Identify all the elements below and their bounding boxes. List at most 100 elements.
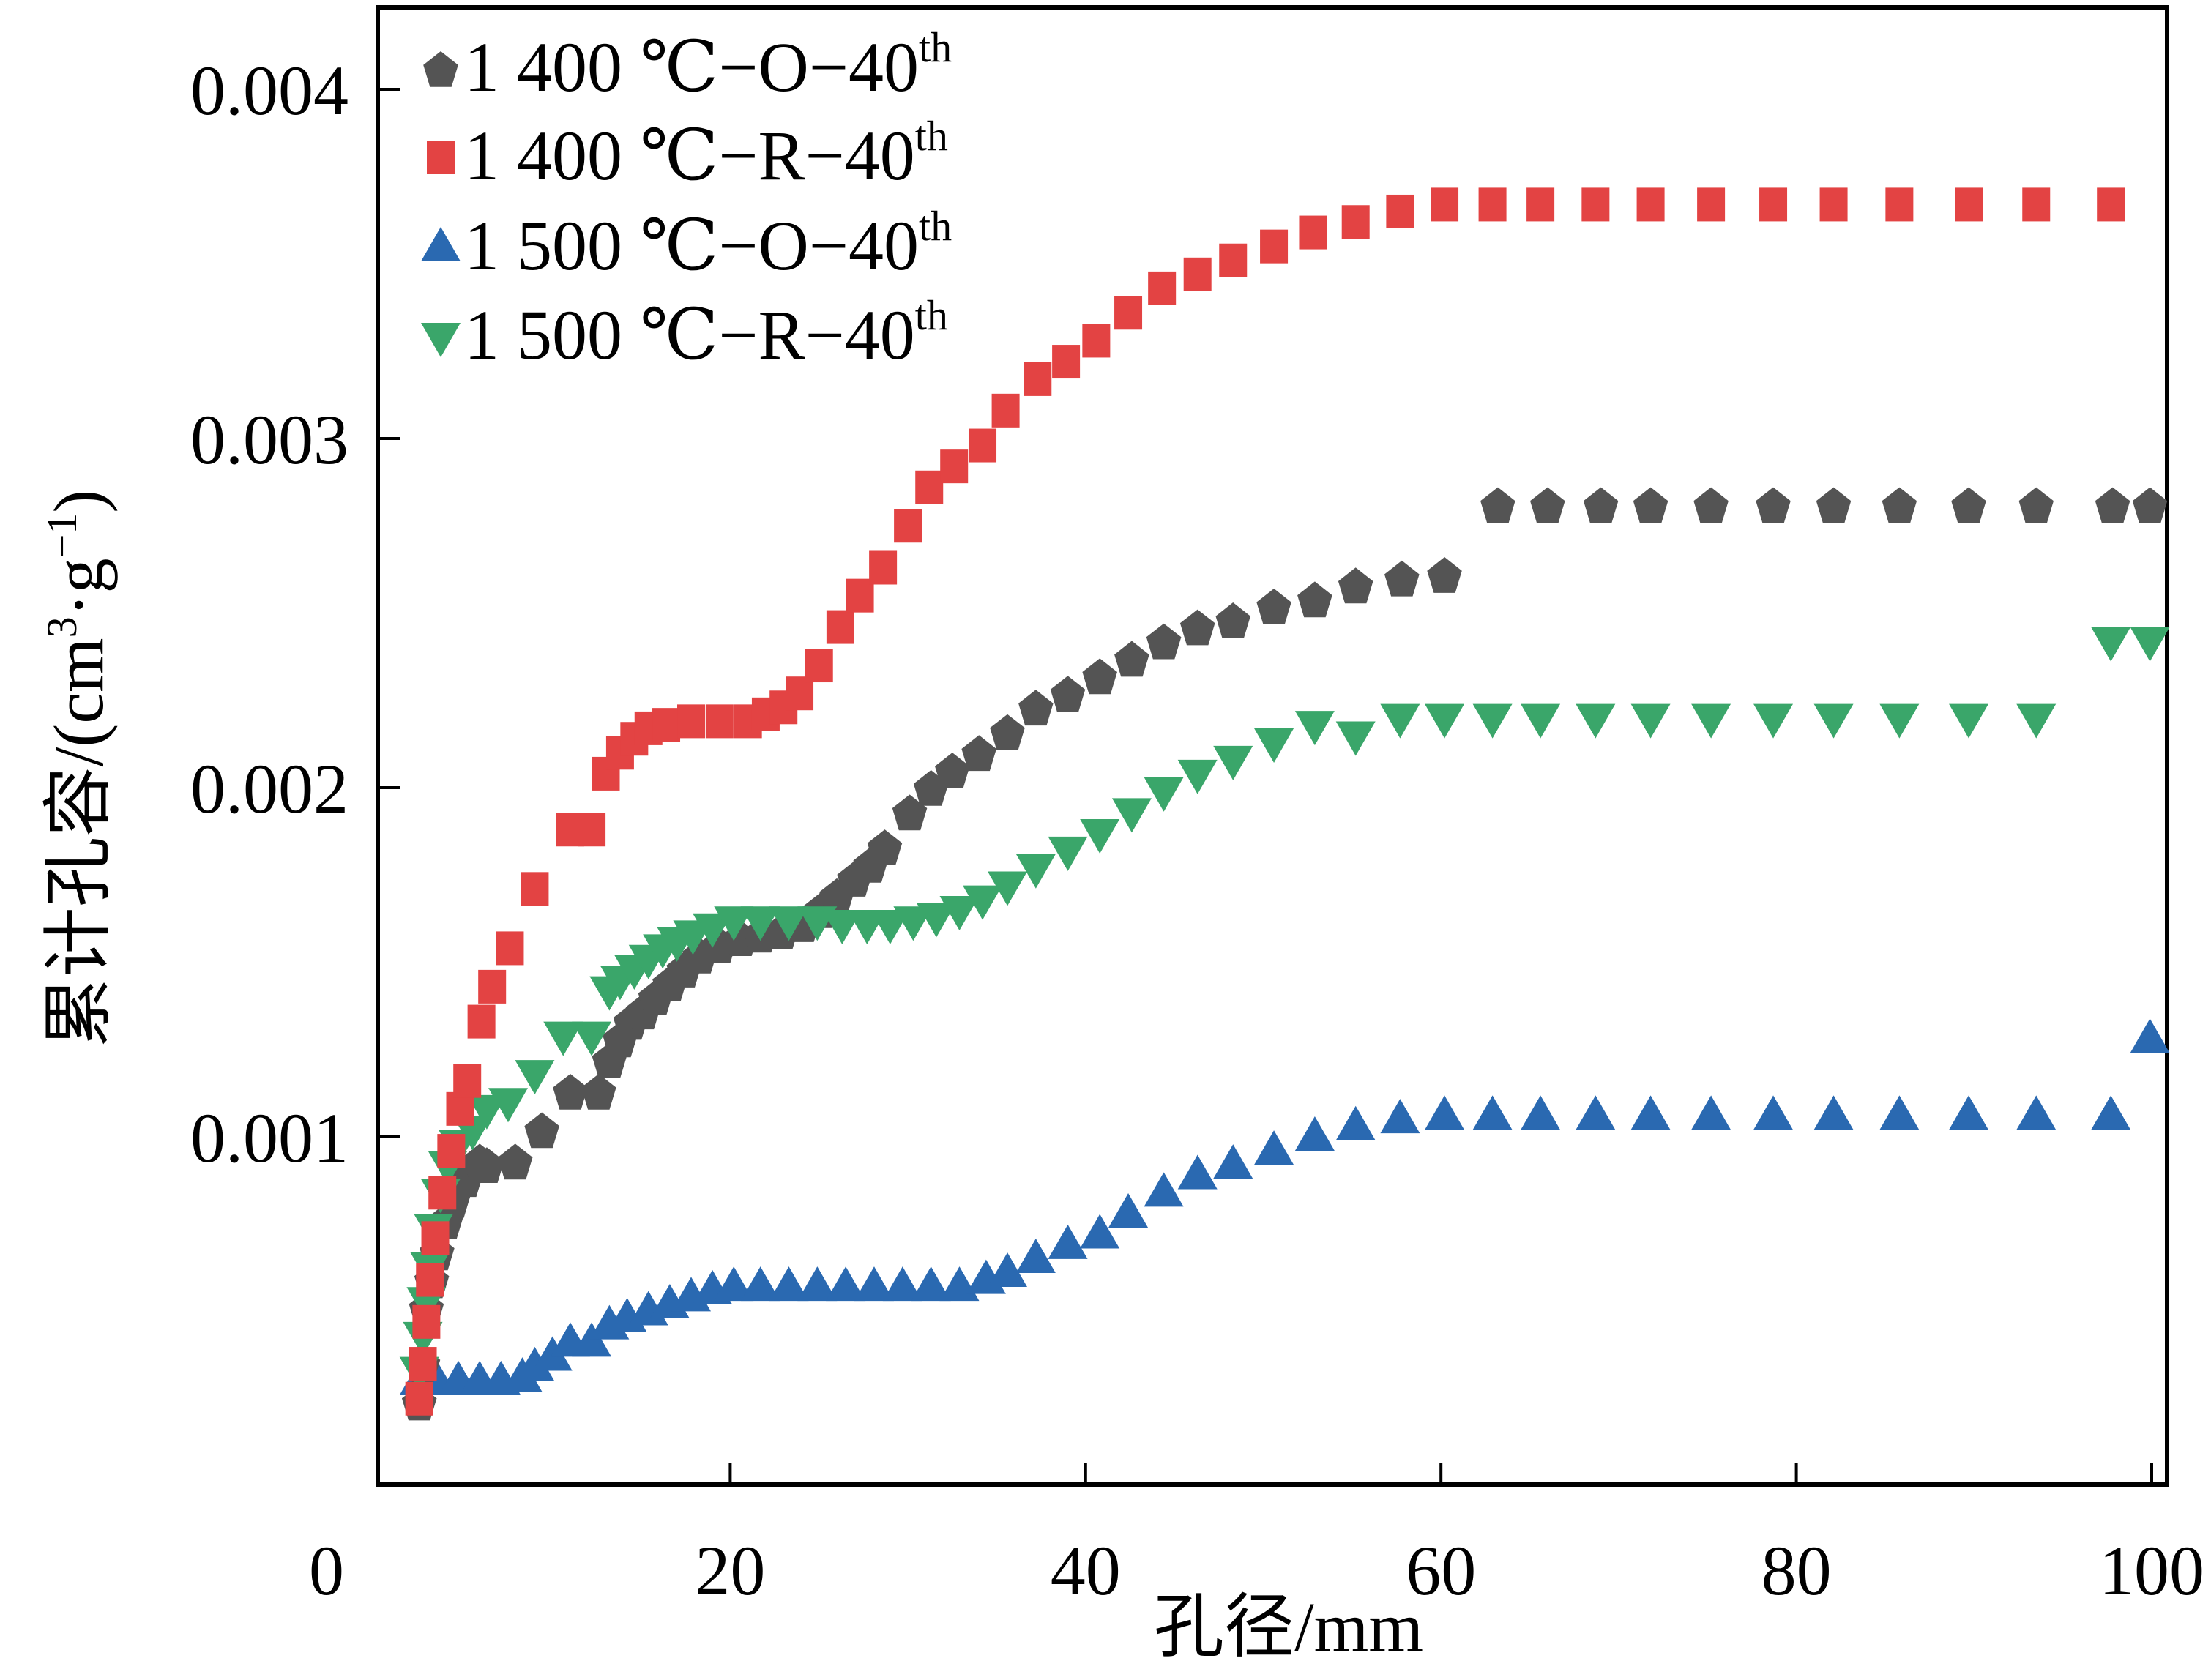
data-point [915, 470, 944, 504]
data-point [826, 610, 854, 644]
data-point [1691, 703, 1731, 739]
data-point [1472, 703, 1513, 739]
data-point [911, 1266, 951, 1302]
series-3 [399, 1018, 2170, 1395]
data-point [1215, 602, 1250, 638]
data-point [1380, 1099, 1420, 1134]
data-point [1813, 703, 1854, 739]
data-point [405, 1381, 433, 1416]
data-point [553, 1074, 588, 1110]
x-tick-label: 40 [1051, 1531, 1121, 1610]
legend-item: 1 400 ℃−R−40th [427, 112, 948, 195]
data-point [1219, 243, 1248, 277]
data-point [939, 895, 980, 930]
y-tick-label: 0.002 [190, 750, 348, 828]
plot-border [376, 5, 2169, 1487]
data-point [1636, 187, 1665, 222]
data-point [2016, 703, 2057, 739]
data-point [1630, 1095, 1671, 1130]
data-point [1813, 1095, 1854, 1130]
data-point [453, 1064, 482, 1098]
data-point [1816, 487, 1852, 523]
data-point [1753, 703, 1794, 739]
data-point [466, 1094, 507, 1130]
data-point [515, 1060, 555, 1095]
data-point [893, 906, 933, 941]
data-point [1697, 187, 1726, 222]
data-point [478, 969, 507, 1004]
data-point [2097, 187, 2125, 222]
legend-label-sup: th [919, 23, 952, 71]
data-point [1759, 187, 1788, 222]
data-point [421, 1221, 450, 1255]
y-axis-title-mid: ·g [40, 558, 118, 616]
data-point [1080, 1214, 1120, 1249]
data-point [990, 714, 1025, 750]
data-point [1082, 658, 1117, 695]
data-point [1052, 345, 1081, 379]
data-point [412, 1304, 441, 1339]
data-point [1691, 1095, 1731, 1130]
data-point [894, 509, 922, 543]
data-point [1478, 187, 1507, 222]
data-point [1297, 581, 1332, 618]
y-tick-label: 0.003 [190, 400, 348, 479]
data-point [1048, 836, 1088, 871]
data-point [1633, 487, 1668, 523]
data-point [1581, 187, 1610, 222]
data-point [2130, 627, 2170, 662]
data-point [1108, 1192, 1149, 1228]
x-tick-label: 0 [309, 1531, 344, 1610]
data-point [1254, 728, 1294, 763]
data-point [1114, 641, 1149, 677]
data-point [1955, 187, 1983, 222]
data-point [572, 1021, 612, 1056]
legend-item: 1 500 ℃−O−40th [421, 202, 952, 285]
y-tick-label: 0.001 [190, 1099, 348, 1177]
legend-label-main: 1 400 ℃−R−40 [464, 116, 915, 195]
data-point [1144, 777, 1184, 812]
legend-marker-triangle-down-icon [421, 323, 461, 357]
data-point [1530, 487, 1565, 523]
legend-label-main: 1 500 ℃−R−40 [464, 296, 915, 374]
data-point [1256, 589, 1291, 624]
data-point [1425, 1095, 1465, 1130]
legend-label-main: 1 500 ℃−O−40 [464, 206, 919, 285]
data-point [1576, 703, 1616, 739]
y-tick-label: 0.004 [190, 51, 348, 130]
data-point [1583, 487, 1619, 523]
y-axis: 0.001 0.002 0.003 0.004 [190, 51, 400, 1177]
data-point [1380, 703, 1420, 739]
data-point [1753, 1095, 1794, 1130]
data-point [714, 1266, 754, 1302]
data-point [1213, 1144, 1253, 1179]
data-point [1384, 560, 1420, 597]
x-axis-title: 孔径/mm [1154, 1588, 1423, 1666]
legend-item: 1 400 ℃−O−40th [423, 23, 952, 106]
data-point [2095, 487, 2130, 523]
data-point [416, 1263, 444, 1297]
y-axis-title-end: ) [40, 490, 118, 513]
data-point [693, 913, 733, 948]
data-point [1949, 1095, 1989, 1130]
data-point [1425, 703, 1465, 739]
data-point [1146, 623, 1182, 660]
data-point [1630, 703, 1671, 739]
data-point [705, 704, 734, 739]
data-point [867, 829, 903, 865]
data-point [805, 649, 833, 683]
data-point [1015, 854, 1056, 889]
legend-label: 1 400 ℃−R−40th [464, 112, 948, 195]
data-point [714, 906, 754, 941]
data-point [2132, 487, 2168, 523]
data-point [1213, 745, 1253, 780]
legend-label: 1 500 ℃−O−40th [464, 202, 952, 285]
series-2 [405, 187, 2125, 1416]
data-point [409, 1347, 437, 1381]
data-point [870, 910, 910, 945]
data-point [991, 393, 1020, 428]
data-point [988, 1252, 1028, 1288]
data-point [969, 428, 997, 463]
data-point [1472, 1095, 1513, 1130]
